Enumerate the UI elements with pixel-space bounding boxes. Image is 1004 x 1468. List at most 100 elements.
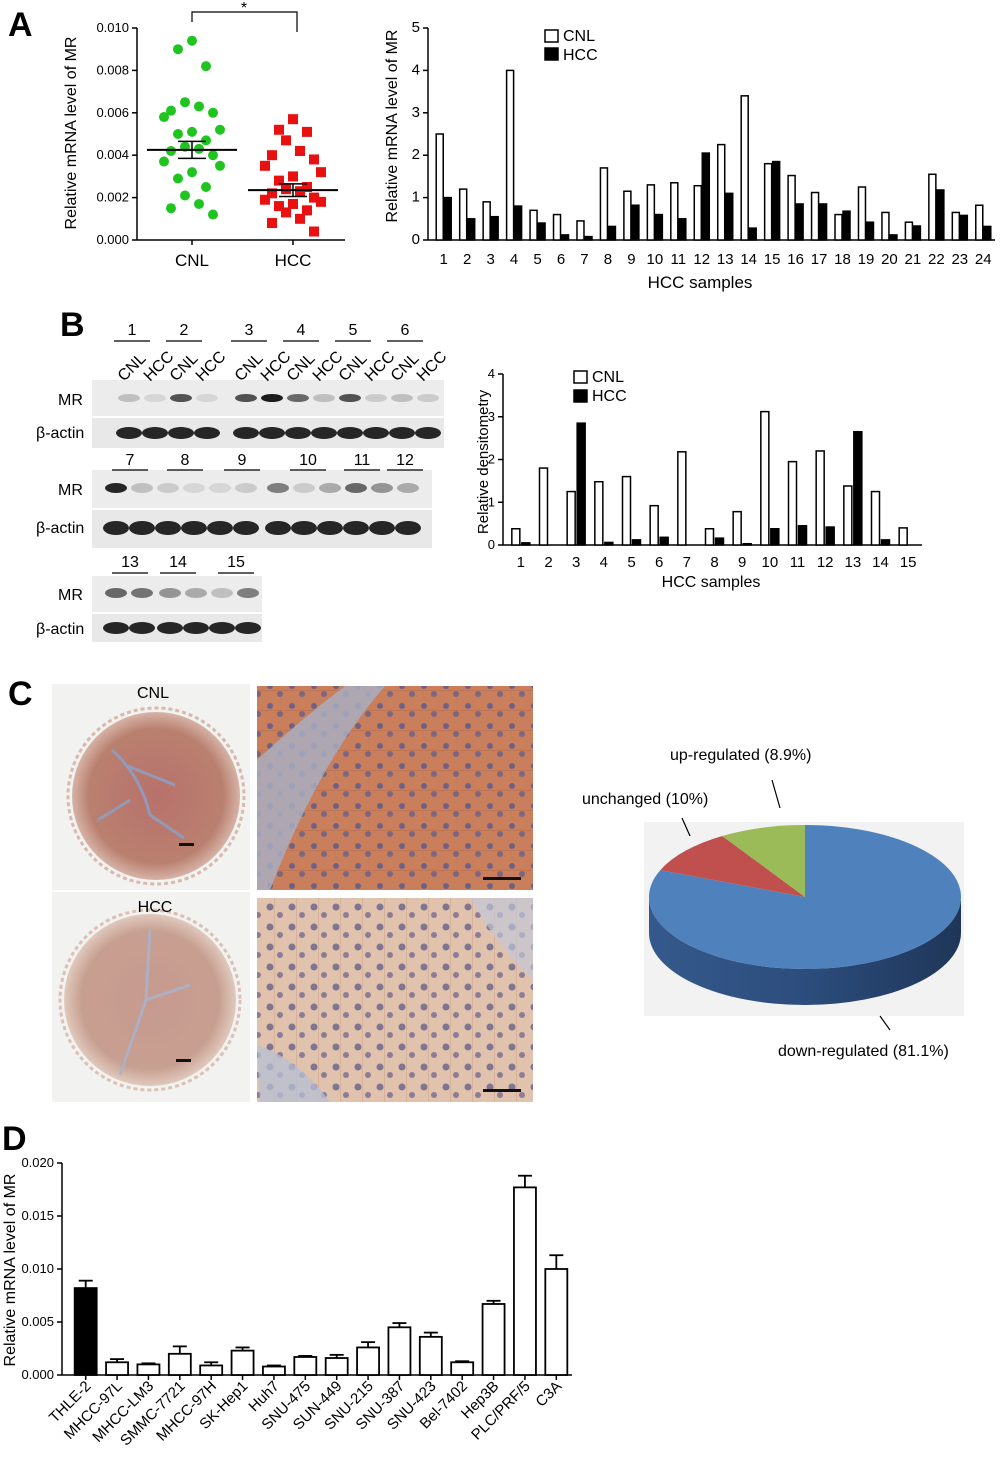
- category-label: C3A: [532, 1378, 565, 1411]
- ihc-label-cnl: CNL: [137, 685, 169, 702]
- bar-cnl: [951, 211, 961, 241]
- row-label-mr-1: MR: [58, 392, 83, 409]
- bar-cnl: [843, 485, 853, 546]
- category-label: 15: [764, 251, 781, 268]
- bar-cnl: [646, 184, 656, 241]
- x-axis-title: HCC samples: [662, 574, 761, 591]
- category-label: 8: [710, 554, 718, 571]
- ihc-tma-cnl-vessels: [97, 748, 185, 840]
- band-actin: [194, 427, 220, 439]
- band-actin: [181, 521, 207, 535]
- significance-star: *: [241, 0, 247, 17]
- bar: [356, 1346, 380, 1376]
- bar-hcc: [889, 234, 898, 241]
- band-mr: [261, 394, 283, 402]
- band-mr: [397, 483, 419, 493]
- data-point-cnl: [201, 135, 211, 146]
- bar-hcc: [818, 203, 828, 241]
- data-point-cnl: [208, 209, 218, 220]
- category-label: 17: [811, 251, 828, 268]
- bar-hcc: [537, 222, 546, 241]
- category-label: 7: [683, 554, 691, 571]
- bar-cnl: [649, 504, 659, 546]
- bar-cnl: [857, 186, 867, 241]
- data-point-cnl: [166, 105, 176, 116]
- bar-hcc: [604, 541, 614, 546]
- data-point-hcc: [281, 207, 291, 218]
- data-point-cnl: [201, 182, 211, 192]
- group-number: 3: [245, 322, 254, 339]
- band-actin: [233, 427, 259, 439]
- bar-cnl: [975, 204, 984, 241]
- legend-label-hcc: HCC: [592, 388, 627, 405]
- bar-cnl: [732, 510, 742, 546]
- scale-bar: [483, 1089, 521, 1092]
- bar: [73, 1287, 98, 1376]
- y-tick-label: 0.020: [21, 1155, 54, 1170]
- data-point-cnl: [173, 44, 183, 55]
- bar-hcc: [880, 539, 891, 546]
- data-point-cnl: [215, 124, 225, 135]
- bar-cnl: [552, 213, 562, 241]
- category-label: 13: [844, 554, 861, 571]
- bar-cnl: [435, 133, 444, 241]
- bar-cnl: [763, 162, 773, 241]
- bar-hcc: [443, 196, 452, 241]
- category-label: 4: [510, 251, 518, 268]
- panel-label-b: B: [60, 306, 85, 344]
- ihc-zoom-hcc-stroma-2: [470, 898, 533, 980]
- band-actin: [116, 427, 142, 439]
- bar-cnl: [898, 527, 908, 546]
- data-point-hcc: [295, 213, 305, 224]
- row-label-actin-3: β-actin: [36, 621, 84, 638]
- bar-cnl: [787, 174, 796, 241]
- band-mr: [293, 483, 315, 493]
- data-point-cnl: [166, 145, 176, 156]
- category-label: 6: [557, 251, 565, 268]
- y-tick-label: 0.010: [21, 1261, 54, 1276]
- band-mr: [105, 483, 127, 493]
- band-mr: [345, 483, 367, 493]
- category-label: 23: [951, 251, 968, 268]
- y-axis-title: Relative mRNA level of MR: [63, 37, 80, 230]
- category-label: 2: [463, 251, 471, 268]
- bar-hcc: [771, 160, 781, 241]
- data-point-cnl: [215, 160, 225, 171]
- bar-hcc: [714, 537, 725, 546]
- category-label: 12: [817, 554, 834, 571]
- y-tick-label: 0.015: [21, 1208, 54, 1223]
- bar: [167, 1352, 192, 1376]
- category-label: 5: [533, 251, 541, 268]
- bar-hcc: [936, 189, 945, 241]
- y-axis-title: Relative mRNA level of MR: [384, 30, 401, 223]
- bar-cnl: [815, 450, 825, 546]
- panel-label-d: D: [2, 1120, 27, 1158]
- bar-cnl: [834, 213, 843, 241]
- scatter-chart-cnl-vs-hcc: Relative mRNA level of MR CNL HCC * 0.00…: [63, 0, 345, 270]
- y-axis-title: Relative densitometry: [475, 389, 492, 534]
- data-point-cnl: [201, 61, 211, 72]
- category-label: 3: [486, 251, 494, 268]
- category-label-hcc: HCC: [275, 251, 312, 270]
- bar-hcc: [490, 215, 499, 241]
- data-point-hcc: [274, 124, 284, 135]
- bar-hcc: [631, 539, 642, 546]
- data-point-cnl: [187, 35, 197, 46]
- bar-hcc: [513, 205, 523, 241]
- band-mr: [267, 483, 289, 493]
- bar-hcc: [654, 213, 664, 241]
- bar-cnl: [505, 69, 515, 241]
- bar-hcc: [584, 235, 593, 241]
- panel-label-c: C: [8, 675, 33, 713]
- bar: [513, 1186, 537, 1376]
- slice-leader-line: [879, 1015, 891, 1031]
- bar-cnl: [881, 211, 890, 241]
- band-mr: [313, 394, 335, 402]
- slice-leader-line: [681, 817, 691, 837]
- category-label: 3: [572, 554, 580, 571]
- bar-cnl: [621, 475, 632, 546]
- band-actin: [155, 521, 181, 535]
- bar-hcc: [466, 218, 476, 241]
- bar-hcc: [959, 214, 969, 241]
- y-tick-label: 0.006: [96, 105, 129, 120]
